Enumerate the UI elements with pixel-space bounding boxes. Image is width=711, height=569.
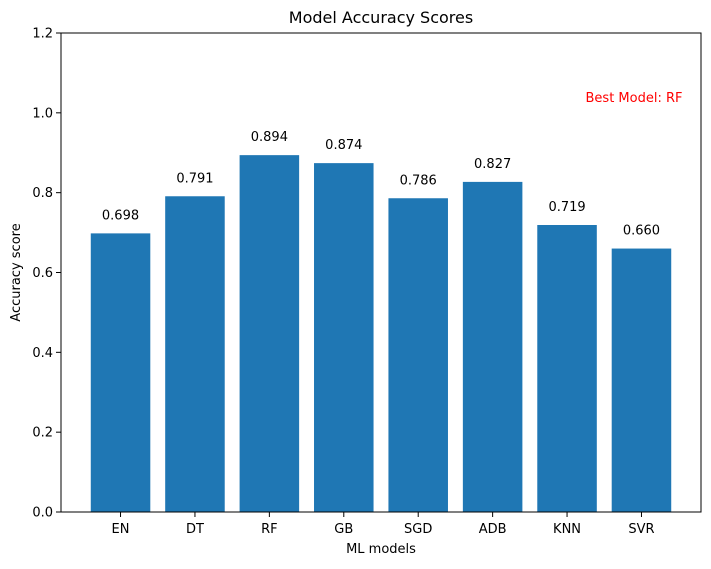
bars-layer bbox=[90, 155, 672, 513]
bar-value-label: 0.786 bbox=[400, 173, 437, 188]
x-tick-label: SVR bbox=[628, 522, 654, 537]
y-tick-label: 1.0 bbox=[32, 106, 53, 121]
bar-sgd bbox=[388, 198, 448, 512]
bar-value-label: 0.827 bbox=[474, 157, 511, 172]
bar-dt bbox=[165, 196, 225, 512]
x-tick-label: GB bbox=[334, 522, 353, 537]
y-axis-ticks: 0.0 0.2 0.4 0.6 0.8 1.0 1.2 bbox=[32, 27, 61, 521]
y-tick-label: 0.2 bbox=[32, 426, 53, 441]
y-tick-label: 1.2 bbox=[32, 27, 53, 42]
bar-value-label: 0.874 bbox=[325, 138, 362, 153]
y-tick-label: 0.0 bbox=[32, 506, 53, 521]
y-tick-label: 0.8 bbox=[32, 186, 53, 201]
x-tick-label: RF bbox=[261, 522, 278, 537]
bar-value-label: 0.791 bbox=[176, 171, 213, 186]
bar-value-label: 0.719 bbox=[548, 200, 585, 215]
x-tick-label: KNN bbox=[553, 522, 581, 537]
y-tick-label: 0.4 bbox=[32, 346, 53, 361]
x-axis-ticks: EN DT RF GB SGD ADB KNN SVR bbox=[112, 512, 655, 537]
bar-svr bbox=[611, 248, 672, 513]
bar-value-label: 0.894 bbox=[251, 130, 288, 145]
x-tick-label: ADB bbox=[479, 522, 507, 537]
y-tick-label: 0.6 bbox=[32, 266, 53, 281]
bar-knn bbox=[537, 225, 597, 512]
bar-en bbox=[90, 233, 151, 512]
x-tick-label: SGD bbox=[404, 522, 432, 537]
best-model-annotation: Best Model: RF bbox=[586, 91, 683, 106]
bar-adb bbox=[462, 181, 523, 512]
y-axis-label: Accuracy score bbox=[9, 223, 24, 321]
chart-title: Model Accuracy Scores bbox=[289, 8, 473, 27]
bar-value-label: 0.660 bbox=[623, 224, 660, 239]
bar-rf bbox=[239, 155, 300, 512]
bar-gb bbox=[314, 163, 374, 512]
bar-value-label: 0.698 bbox=[102, 208, 139, 223]
x-tick-label: EN bbox=[112, 522, 130, 537]
value-labels-layer: 0.698 0.791 0.894 0.874 0.786 0.827 0.719 0.660 bbox=[102, 130, 660, 238]
x-axis-label: ML models bbox=[346, 542, 416, 557]
x-tick-label: DT bbox=[186, 522, 204, 537]
